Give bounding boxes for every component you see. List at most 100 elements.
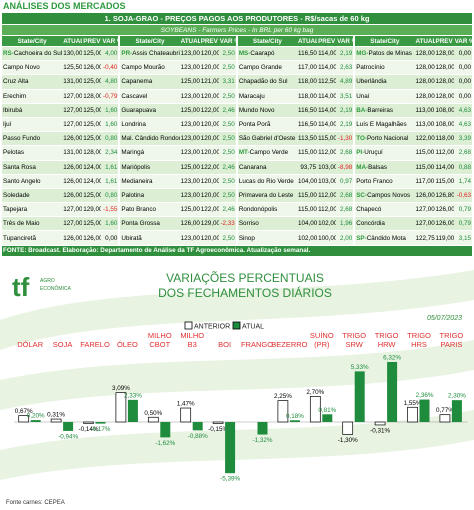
price-cell: 100,00 xyxy=(317,230,337,246)
category-label: BOI xyxy=(218,340,231,349)
column-header: VAR % xyxy=(336,35,355,47)
bg-wave xyxy=(0,410,474,480)
value-label: -1,32% xyxy=(253,437,273,444)
city-name: Luís E Magalhães xyxy=(353,117,415,133)
value-label: 2,36% xyxy=(416,392,434,399)
price-cell: 113,00 xyxy=(414,103,435,118)
column-header: VAR % xyxy=(218,35,237,47)
price-cell: 114,00 xyxy=(317,89,337,104)
chart: tf AGRO ECONÔMICA VARIAÇÕES PERCENTUAIS … xyxy=(0,270,474,506)
price-cell: 4,63 xyxy=(453,117,472,133)
price-cell: 118,00 xyxy=(297,74,318,90)
value-label: 0,20% xyxy=(27,413,45,420)
price-cell: 128,00 xyxy=(82,89,102,104)
city-name: Cruz Alta xyxy=(2,74,63,90)
price-cell: 117,00 xyxy=(414,174,435,189)
price-cell: 2,63 xyxy=(336,60,355,76)
price-cell: 126,00 xyxy=(434,216,454,232)
city-name: Três de Maio xyxy=(2,216,63,232)
price-cell: 121,00 xyxy=(199,74,219,90)
city-name: PI-Uruçuí xyxy=(353,145,415,161)
price-cell: 93,75 xyxy=(297,160,318,175)
price-cell: 1,60 xyxy=(101,117,120,133)
price-cell: 2,50 xyxy=(218,46,237,62)
city-name: SC-Campos Novos xyxy=(353,188,415,204)
price-cell: 125,00 xyxy=(179,74,200,90)
price-cell: 2,19 xyxy=(336,117,355,133)
legend-swatch xyxy=(232,321,241,330)
city-name: SP-Cândido Mota xyxy=(353,230,415,246)
bar xyxy=(257,422,268,435)
column-header: PREV xyxy=(82,35,102,47)
price-cell: 120,00 xyxy=(199,60,219,76)
price-cell: 116,50 xyxy=(297,117,318,133)
price-cell: 120,00 xyxy=(199,46,219,62)
bar xyxy=(147,416,159,423)
price-cell: -8,98 xyxy=(336,160,355,175)
price-cell: 122,00 xyxy=(199,160,219,175)
city-name: Guarapuava xyxy=(118,103,180,118)
bar xyxy=(407,406,418,423)
price-cell: 129,00 xyxy=(199,216,219,232)
city-name: Tupanciretã xyxy=(2,230,63,246)
table-row: Erechim 127,00 128,00 -0,79 Cascavel 123,00 12… xyxy=(2,89,472,104)
price-cell: 4,80 xyxy=(101,74,120,90)
city-name: Medianeira xyxy=(118,174,180,189)
price-cell: 125,00 xyxy=(82,103,102,118)
price-cell: 2,50 xyxy=(218,174,237,189)
city-name: Palotina xyxy=(118,188,180,204)
city-name: Mundo Novo xyxy=(235,103,298,118)
table-row: Tupanciretã 126,00 126,00 0,00 Ubiratã 123,00… xyxy=(2,230,472,246)
price-cell: 2,50 xyxy=(218,89,237,104)
price-cell: 3,51 xyxy=(336,89,355,104)
category-label: SUÍNO (PR) xyxy=(310,331,334,349)
city-name: Capanema xyxy=(118,74,180,90)
city-name: Uberlândia xyxy=(353,74,415,90)
price-cell: 2,46 xyxy=(218,202,237,218)
category-label: BEZERRO xyxy=(271,340,307,349)
price-cell: 3,39 xyxy=(453,131,472,147)
category-label: DÓLAR xyxy=(17,340,43,349)
category-label: TRIGO HRW xyxy=(375,331,399,349)
price-cell: 3,15 xyxy=(453,230,472,246)
chart-subtitle: DOS FECHAMENTOS DIÁRIOS xyxy=(158,285,332,300)
price-cell: 120,00 xyxy=(199,117,219,133)
price-cell: 108,00 xyxy=(434,117,454,133)
price-cell: 2,68 xyxy=(336,202,355,218)
table-row: Santo Angelo 126,00 124,00 1,61 Medianeira 12… xyxy=(2,174,472,189)
bar xyxy=(63,422,74,431)
price-cell: 128,00 xyxy=(414,89,435,104)
price-cell: 115,00 xyxy=(414,145,435,161)
logo-text: AGRO xyxy=(40,278,55,284)
city-name: Londrina xyxy=(118,117,180,133)
price-cell: 114,00 xyxy=(317,117,337,133)
table-title: 1. SOJA-GRAO - PREÇOS PAGOS AOS PRODUTOR… xyxy=(2,13,472,25)
table-row: Tapejara 127,00 129,00 -1,55 Pato Branco 125,… xyxy=(2,202,472,218)
price-cell: 112,00 xyxy=(317,202,337,218)
bar xyxy=(18,415,30,423)
price-cell: 115,00 xyxy=(297,188,318,204)
column-header: PREV xyxy=(199,35,219,47)
price-cell: 122,00 xyxy=(199,202,219,218)
city-name: Ijuí xyxy=(2,117,63,133)
price-cell: 122,75 xyxy=(414,230,435,246)
price-cell: 126,80 xyxy=(434,188,454,204)
price-cell: 128,00 xyxy=(434,60,454,76)
price-cell: 1,74 xyxy=(453,174,472,189)
price-cell: 123,00 xyxy=(179,188,200,204)
price-cell: 119,00 xyxy=(434,230,454,246)
price-cell: 127,00 xyxy=(62,202,83,218)
price-cell: 3,31 xyxy=(218,74,237,90)
price-cell: 0,00 xyxy=(453,74,472,90)
city-name: Concórdia xyxy=(353,216,415,232)
value-label: -0,31% xyxy=(370,427,390,434)
price-cell: 126,00 xyxy=(62,131,83,147)
price-cell: 128,00 xyxy=(82,145,102,161)
value-label: -1,62% xyxy=(155,440,175,447)
price-cell: 128,00 xyxy=(434,46,454,62)
column-header: ATUAL xyxy=(62,35,83,47)
city-name: Pato Branco xyxy=(118,202,180,218)
city-name: Chapecó xyxy=(353,202,415,218)
bar xyxy=(354,371,365,422)
